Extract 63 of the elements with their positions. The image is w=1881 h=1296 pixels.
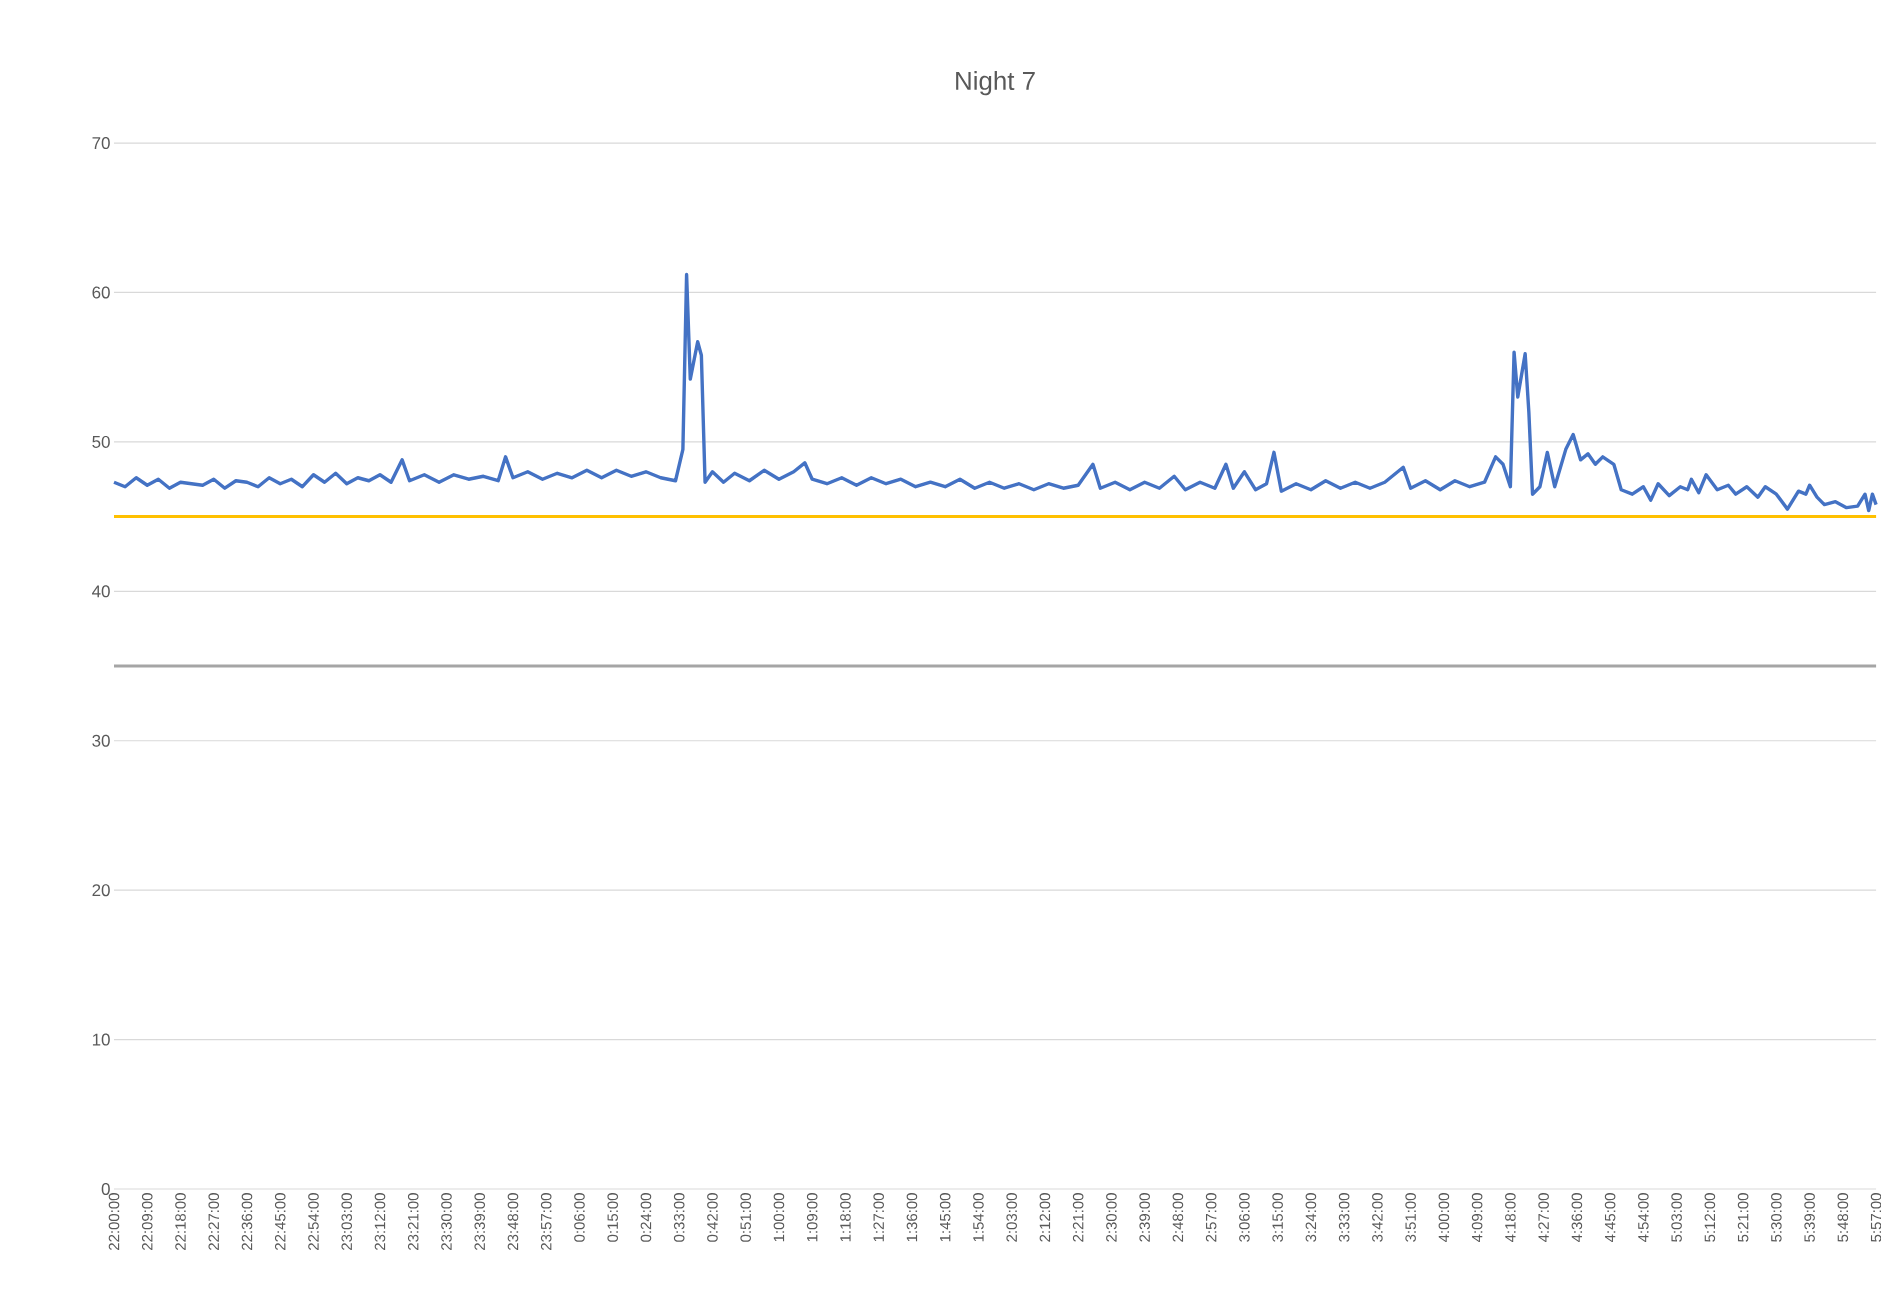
y-tick-label: 60 — [92, 286, 110, 299]
y-tick-label: 30 — [92, 734, 110, 747]
x-tick-label: 2:03:00 — [1006, 1193, 1017, 1242]
x-tick-label: 3:42:00 — [1372, 1193, 1383, 1242]
x-tick-label: 2:39:00 — [1139, 1193, 1150, 1242]
x-tick-label: 22:36:00 — [241, 1193, 253, 1250]
x-tick-label: 22:27:00 — [208, 1193, 220, 1250]
x-tick-label: 1:54:00 — [973, 1193, 984, 1242]
x-tick-label: 23:12:00 — [374, 1193, 386, 1250]
chart-title: Night 7 — [956, 71, 1035, 96]
x-tick-label: 3:24:00 — [1305, 1193, 1317, 1242]
x-tick-label: 5:39:00 — [1804, 1193, 1815, 1242]
x-tick-label: 0:24:00 — [640, 1193, 652, 1242]
y-tick-label: 50 — [92, 435, 110, 448]
y-tick-label: 70 — [92, 137, 110, 150]
x-tick-label: 23:21:00 — [407, 1193, 419, 1250]
y-tick-label: 10 — [92, 1033, 110, 1046]
x-tick-label: 1:18:00 — [840, 1193, 851, 1242]
x-tick-label: 3:15:00 — [1272, 1193, 1283, 1242]
x-tick-label: 2:12:00 — [1039, 1193, 1051, 1242]
x-tick-label: 1:09:00 — [806, 1193, 818, 1242]
x-tick-label: 0:51:00 — [740, 1193, 751, 1242]
x-tick-label: 4:45:00 — [1604, 1193, 1616, 1243]
x-tick-label: 5:12:00 — [1704, 1193, 1716, 1242]
x-tick-label: 5:30:00 — [1771, 1193, 1782, 1242]
x-tick-label: 3:06:00 — [1239, 1193, 1250, 1242]
x-tick-label: 5:48:00 — [1837, 1193, 1849, 1242]
x-tick-label: 1:27:00 — [873, 1193, 884, 1242]
x-tick-label: 2:30:00 — [1106, 1193, 1117, 1242]
x-tick-label: 5:57:00 — [1870, 1193, 1881, 1242]
y-tick-label: 0 — [101, 1183, 110, 1195]
x-tick-label: 2:21:00 — [1072, 1193, 1084, 1242]
x-tick-label: 23:03:00 — [341, 1193, 353, 1250]
x-tick-label: 23:57:00 — [540, 1193, 552, 1250]
x-tick-label: 0:06:00 — [574, 1193, 585, 1242]
x-tick-label: 0:15:00 — [607, 1193, 618, 1242]
x-tick-label: 22:09:00 — [141, 1193, 153, 1250]
x-tick-label: 22:45:00 — [274, 1193, 286, 1250]
x-tick-label: 4:00:00 — [1438, 1193, 1450, 1243]
x-tick-label: 23:39:00 — [474, 1193, 486, 1250]
x-tick-label: 23:30:00 — [441, 1193, 452, 1250]
x-tick-label: 5:21:00 — [1737, 1193, 1749, 1242]
x-tick-label: 4:54:00 — [1638, 1193, 1649, 1243]
x-tick-label: 2:57:00 — [1205, 1193, 1217, 1242]
x-tick-label: 0:42:00 — [707, 1193, 718, 1242]
x-tick-label: 4:09:00 — [1471, 1193, 1483, 1243]
x-tick-label: 4:27:00 — [1538, 1193, 1549, 1243]
x-tick-label: 5:03:00 — [1671, 1193, 1682, 1242]
x-tick-label: 22:18:00 — [175, 1193, 186, 1250]
x-tick-label: 4:36:00 — [1571, 1193, 1583, 1243]
x-tick-label: 4:18:00 — [1505, 1193, 1516, 1243]
x-tick-label: 23:48:00 — [507, 1193, 519, 1250]
x-tick-label: 0:33:00 — [673, 1193, 685, 1242]
x-tick-label: 1:00:00 — [773, 1193, 785, 1242]
x-tick-label: 2:48:00 — [1172, 1193, 1184, 1242]
x-tick-label: 22:54:00 — [308, 1193, 319, 1250]
y-tick-label: 40 — [92, 585, 110, 598]
x-tick-label: 3:51:00 — [1405, 1193, 1416, 1242]
x-tick-label: 1:45:00 — [939, 1193, 951, 1242]
y-tick-label: 20 — [92, 884, 110, 897]
x-tick-label: 1:36:00 — [906, 1193, 918, 1242]
x-tick-label: 3:33:00 — [1338, 1193, 1350, 1242]
x-tick-label: 22:00:00 — [108, 1193, 120, 1250]
